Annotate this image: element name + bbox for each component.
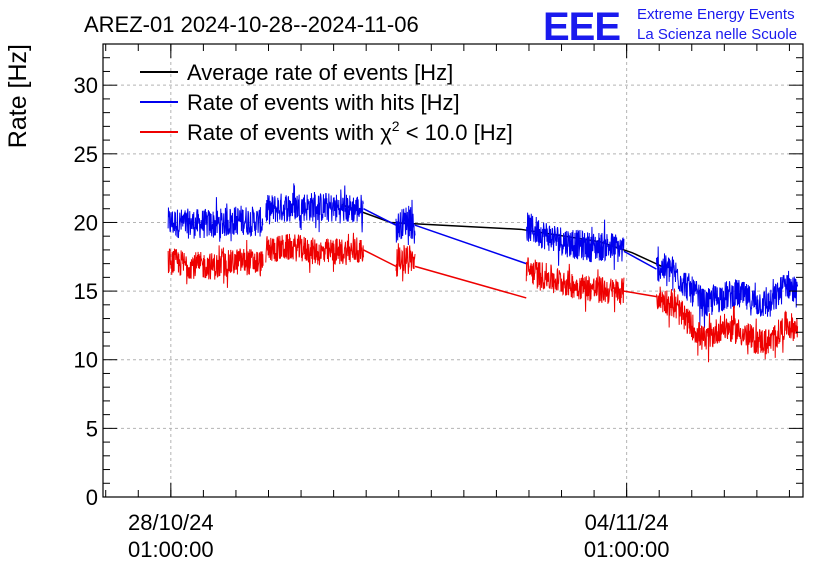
plot-frame [102, 43, 804, 498]
series-chi2-segment [167, 240, 264, 288]
series-chi2-connector [623, 290, 657, 298]
legend-label-average: Average rate of events [Hz] [187, 60, 453, 85]
y-tick-label: 15 [74, 279, 98, 304]
legend-label-hits: Rate of events with hits [Hz] [187, 90, 460, 115]
axes: 05101520253028/10/2401:00:0004/11/2401:0… [74, 43, 804, 562]
series-hits-segment [526, 212, 625, 270]
x-tick-label-time: 01:00:00 [128, 537, 214, 562]
series-hits-segment [655, 246, 799, 328]
series-hits-connector [623, 250, 657, 270]
series-hits-segment [265, 183, 364, 233]
series-chi2-connector [414, 265, 527, 299]
series-hits-connector [414, 224, 527, 265]
y-tick-label: 5 [86, 416, 98, 441]
series-hits-connector [363, 208, 397, 226]
legend: Average rate of events [Hz] Rate of event… [140, 60, 513, 145]
y-tick-label: 30 [74, 73, 98, 98]
eee-logo: EEE Extreme Energy Events La Scienza nel… [543, 5, 797, 49]
x-tick-label-time: 01:00:00 [584, 537, 670, 562]
x-tick-label-date: 04/11/24 [585, 510, 669, 535]
eee-logo-mark: EEE [543, 5, 620, 49]
legend-label-chi2: Rate of events with χ2 < 10.0 [Hz] [187, 118, 513, 145]
y-tick-label: 25 [74, 142, 98, 167]
eee-logo-line2: La Scienza nelle Scuole [637, 26, 797, 43]
x-tick-label-date: 28/10/24 [128, 510, 214, 535]
series-chi2-connector [363, 249, 397, 268]
y-tick-label: 20 [74, 210, 98, 235]
series-chi2-segment [655, 286, 799, 363]
eee-logo-line1: Extreme Energy Events [637, 6, 795, 23]
chart-title: AREZ-01 2024-10-28--2024-11-06 [84, 12, 419, 37]
series-hits-segment [395, 199, 416, 245]
series-layer [167, 183, 799, 363]
series-chi2-segment [525, 257, 625, 313]
y-tick-label: 0 [86, 485, 98, 510]
series-hits-segment [167, 197, 264, 242]
y-tick-label: 10 [74, 348, 98, 373]
series-chi2-segment [265, 232, 364, 273]
series-chi2-segment [395, 243, 416, 282]
y-axis-label: Rate [Hz] [4, 44, 32, 148]
